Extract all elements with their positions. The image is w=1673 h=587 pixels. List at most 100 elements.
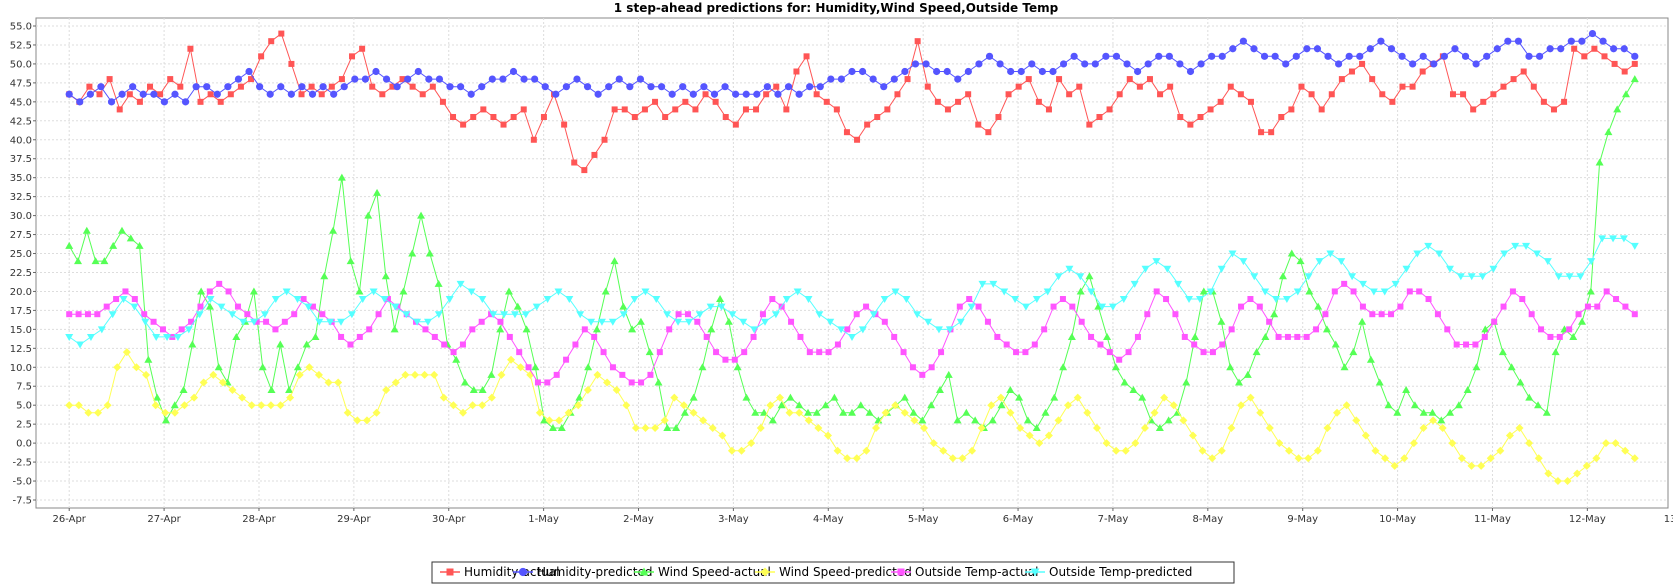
point-outside-temp-predicted: [695, 311, 704, 319]
point-outside-temp-actual: [553, 371, 560, 378]
point-wind-speed-actual: [135, 241, 144, 249]
legend-marker-humidity-actual: [446, 568, 454, 576]
point-humidity-predicted: [954, 75, 962, 83]
point-wind-speed-actual: [1278, 272, 1287, 280]
y-tick-label: -2.5: [12, 458, 32, 469]
point-outside-temp-actual: [375, 311, 382, 318]
point-wind-speed-actual: [1103, 332, 1112, 340]
point-outside-temp-actual: [188, 318, 195, 325]
point-wind-speed-predicted: [113, 363, 122, 372]
point-wind-speed-actual: [821, 401, 830, 409]
point-humidity-actual: [833, 106, 840, 113]
point-outside-temp-predicted: [674, 318, 683, 326]
point-humidity-actual: [1409, 83, 1416, 90]
point-outside-temp-actual: [684, 311, 691, 318]
series-humidity-predicted: [65, 29, 1639, 106]
point-outside-temp-predicted: [848, 333, 856, 341]
point-outside-temp-predicted: [934, 326, 943, 334]
point-wind-speed-predicted: [257, 401, 266, 410]
x-tick-label: 13-May: [1664, 514, 1673, 525]
point-humidity-actual: [1348, 68, 1355, 75]
point-outside-temp-predicted: [978, 280, 987, 288]
point-outside-temp-actual: [384, 296, 391, 303]
point-humidity-actual: [510, 114, 517, 121]
point-wind-speed-predicted: [1208, 454, 1217, 463]
point-wind-speed-actual: [1604, 128, 1613, 136]
point-outside-temp-actual: [1313, 326, 1320, 333]
point-humidity-predicted: [1472, 60, 1480, 68]
point-humidity-actual: [1217, 98, 1224, 105]
point-outside-temp-actual: [506, 333, 513, 340]
point-outside-temp-actual: [881, 318, 888, 325]
point-wind-speed-predicted: [353, 416, 362, 425]
point-outside-temp-actual: [1303, 333, 1310, 340]
point-humidity-actual: [813, 91, 820, 98]
point-wind-speed-predicted: [1150, 408, 1159, 417]
point-wind-speed-actual: [469, 386, 478, 394]
point-humidity-predicted: [520, 75, 528, 83]
point-humidity-actual: [763, 91, 770, 98]
point-outside-temp-predicted: [337, 318, 346, 326]
legend-marker-outside-temp-predicted: [1030, 568, 1040, 577]
point-wind-speed-predicted: [795, 408, 804, 417]
point-outside-temp-actual: [319, 311, 326, 318]
point-outside-temp-predicted: [1445, 265, 1454, 273]
point-wind-speed-predicted: [699, 416, 708, 425]
point-outside-temp-predicted: [565, 296, 574, 304]
point-wind-speed-predicted: [1054, 416, 1063, 425]
point-outside-temp-predicted: [1500, 250, 1509, 258]
point-humidity-actual: [652, 98, 659, 105]
chart-title: 1 step-ahead predictions for: Humidity,W…: [614, 1, 1059, 15]
point-wind-speed-predicted: [593, 370, 602, 379]
point-humidity-actual: [248, 76, 255, 83]
x-tick-label: 27-Apr: [147, 514, 181, 525]
series-layer: [65, 29, 1639, 486]
point-wind-speed-actual: [645, 348, 654, 356]
point-wind-speed-actual: [1155, 423, 1164, 431]
point-outside-temp-predicted: [1250, 273, 1259, 281]
point-humidity-predicted: [1377, 37, 1385, 45]
series-wind-speed-predicted: [65, 348, 1639, 486]
point-humidity-predicted: [552, 90, 560, 98]
point-humidity-actual: [884, 106, 891, 113]
point-outside-temp-actual: [1125, 349, 1132, 356]
point-outside-temp-predicted: [750, 326, 759, 334]
point-humidity-actual: [1328, 91, 1335, 98]
point-wind-speed-actual: [531, 363, 540, 371]
point-humidity-predicted: [615, 75, 623, 83]
point-humidity-predicted: [647, 83, 655, 91]
point-wind-speed-predicted: [1553, 477, 1562, 486]
point-humidity-predicted: [1134, 67, 1142, 76]
point-outside-temp-predicted: [489, 311, 498, 319]
point-humidity-actual: [914, 38, 921, 45]
point-humidity-actual: [359, 45, 366, 52]
point-wind-speed-predicted: [468, 401, 477, 410]
point-wind-speed-predicted: [1188, 431, 1197, 440]
point-wind-speed-actual: [1349, 348, 1358, 356]
x-tick-label: 12-May: [1569, 514, 1606, 525]
point-wind-speed-predicted: [612, 386, 621, 395]
point-humidity-predicted: [964, 67, 972, 76]
point-wind-speed-predicted: [958, 454, 967, 463]
point-wind-speed-actual: [1551, 348, 1560, 356]
point-wind-speed-actual: [179, 386, 188, 394]
point-wind-speed-actual: [1015, 393, 1024, 401]
point-outside-temp-actual: [1388, 311, 1395, 318]
point-wind-speed-predicted: [420, 370, 429, 379]
point-outside-temp-actual: [272, 326, 279, 333]
point-humidity-actual: [1561, 98, 1568, 105]
point-wind-speed-predicted: [603, 378, 612, 387]
point-outside-temp-predicted: [597, 318, 606, 326]
point-humidity-actual: [732, 121, 739, 128]
point-wind-speed-predicted: [1064, 401, 1073, 410]
point-humidity-actual: [1369, 76, 1376, 83]
x-tick-label: 4-May: [813, 514, 844, 525]
point-wind-speed-predicted: [1112, 446, 1121, 455]
point-wind-speed-actual: [170, 401, 179, 409]
point-outside-temp-predicted: [500, 311, 509, 319]
point-outside-temp-actual: [1594, 303, 1601, 310]
point-humidity-actual: [96, 91, 103, 98]
point-wind-speed-actual: [487, 370, 496, 378]
point-wind-speed-predicted: [1169, 401, 1178, 410]
point-outside-temp-predicted: [1587, 258, 1596, 266]
